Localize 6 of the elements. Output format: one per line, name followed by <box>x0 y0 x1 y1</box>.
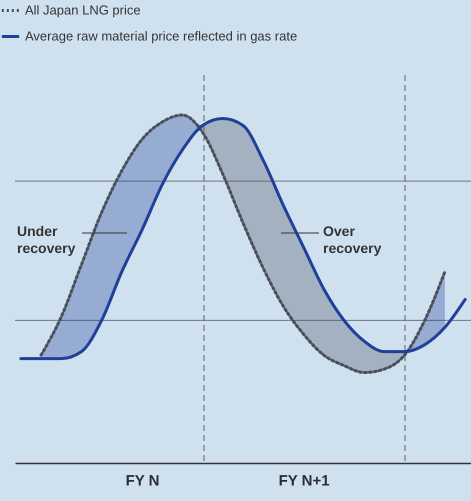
legend-label: All Japan LNG price <box>25 2 141 18</box>
annotation: Under recovery <box>17 223 76 256</box>
x-tick-label: FY N <box>126 472 160 490</box>
x-tick-label: FY N+1 <box>278 472 330 490</box>
legend-label: Average raw material price reflected in gas rate <box>25 28 298 44</box>
annotation: Over recovery <box>323 223 382 256</box>
